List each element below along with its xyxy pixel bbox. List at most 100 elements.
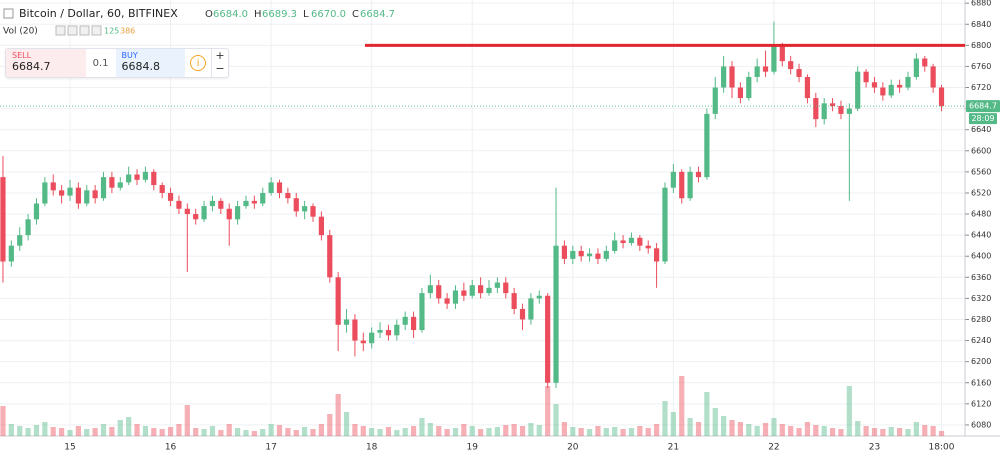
candle-body: [536, 295, 542, 299]
candle-body: [813, 98, 819, 120]
volume-bar: [159, 429, 165, 436]
volume-bar: [788, 426, 794, 436]
candle-body: [620, 240, 626, 244]
candle-body: [846, 108, 852, 114]
volume-bar: [930, 426, 936, 436]
volume-bar: [193, 428, 199, 436]
candle-body: [788, 61, 794, 70]
y-tick-label: 6760: [971, 62, 991, 71]
candle-body: [394, 324, 400, 336]
volume-bar: [846, 386, 852, 436]
candle-body: [444, 298, 450, 304]
y-tick-label: 6120: [971, 399, 991, 408]
candle-body: [796, 69, 802, 77]
volume-bar: [612, 427, 618, 436]
volume-bar: [360, 426, 366, 436]
x-tick-label: 18:00: [929, 443, 955, 453]
candle-body: [821, 103, 827, 120]
candle-body: [511, 293, 517, 309]
volume-bar: [511, 424, 517, 436]
volume-bar: [628, 428, 635, 436]
volume-bar: [813, 425, 819, 436]
volume-bar: [50, 427, 56, 436]
volume-bar: [226, 424, 232, 436]
candle-body: [922, 58, 928, 67]
quantity[interactable]: 0.1: [92, 57, 109, 69]
volume-bar: [276, 425, 283, 436]
volume-bar: [897, 428, 903, 436]
candle-body: [201, 206, 207, 220]
y-tick-label: 6200: [971, 357, 991, 366]
size-buttons[interactable]: + −: [211, 49, 228, 77]
candle-body: [42, 182, 48, 204]
candle-body: [494, 282, 500, 288]
candle-body: [410, 316, 417, 331]
volume-bar: [100, 424, 107, 436]
volume-bar: [662, 401, 668, 436]
info-button[interactable]: i: [185, 49, 211, 77]
candle-body: [612, 240, 618, 251]
volume-bar: [545, 386, 551, 436]
candle-body: [436, 285, 442, 299]
sell-button[interactable]: SELL 6684.7: [6, 49, 86, 77]
candle-body: [427, 285, 433, 294]
candle-body: [235, 206, 241, 220]
y-tick-label: 6560: [971, 167, 991, 176]
countdown-box: [969, 113, 997, 125]
volume-bar: [679, 376, 685, 436]
candle-body: [930, 66, 936, 88]
candle-body: [670, 171, 676, 188]
ohlc-label: L: [303, 9, 309, 20]
y-tick-label: 6800: [971, 41, 991, 50]
volume-bar: [570, 427, 576, 436]
candle-body: [654, 248, 660, 262]
candle-body: [863, 71, 869, 83]
volume-bar: [33, 425, 40, 436]
volume-bar: [838, 429, 844, 436]
legend-button[interactable]: [55, 25, 66, 36]
candle-body: [92, 190, 98, 199]
x-tick-label: 18: [366, 443, 378, 453]
y-tick-label: 6480: [971, 210, 991, 219]
last-price-box: [966, 100, 1000, 113]
y-tick-label: 6360: [971, 273, 991, 282]
legend-button[interactable]: [91, 25, 102, 36]
y-tick-label: 6080: [971, 420, 991, 429]
volume-bar: [771, 418, 777, 436]
candle-body: [352, 319, 358, 341]
volume-bar: [218, 430, 224, 436]
volume-bar: [302, 427, 308, 436]
y-tick-label: 6400: [971, 252, 991, 261]
candle-body: [360, 340, 366, 344]
x-tick-label: 19: [467, 443, 479, 453]
legend-button[interactable]: [79, 25, 90, 36]
buy-button[interactable]: BUY 6684.8: [115, 49, 186, 77]
candle-body: [452, 290, 459, 304]
y-tick-label: 6640: [971, 125, 991, 134]
volume-bar: [863, 426, 869, 436]
candle-body: [586, 253, 593, 257]
volume-bar: [762, 423, 769, 436]
ohlc-label: C: [352, 9, 359, 20]
candle-body: [134, 174, 140, 180]
volume-bar: [117, 420, 123, 436]
ohlc-value: 6689.3: [262, 9, 297, 20]
volume-bar: [134, 424, 140, 436]
volume-bar: [318, 424, 324, 436]
candle-body: [855, 71, 861, 109]
volume-bar: [151, 428, 157, 436]
candle-body: [712, 87, 718, 114]
volume-bar: [268, 424, 274, 436]
volume-legend-value: 125: [104, 27, 119, 36]
legend-button[interactable]: [67, 25, 78, 36]
volume-bar: [59, 428, 65, 436]
volume-bar: [461, 424, 467, 436]
candle-body: [570, 250, 576, 259]
candle-body: [159, 185, 165, 193]
volume-bar: [343, 412, 350, 436]
candle-body: [628, 237, 635, 244]
candle-body: [84, 190, 90, 204]
volume-bar: [922, 425, 928, 436]
volume-bar: [201, 429, 207, 436]
